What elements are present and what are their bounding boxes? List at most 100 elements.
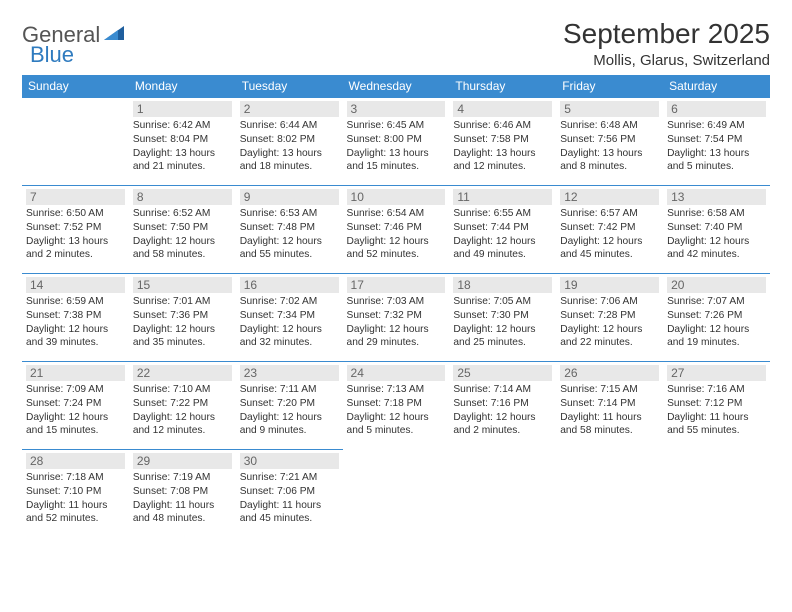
day-cell: 5Sunrise: 6:48 AMSunset: 7:56 PMDaylight… xyxy=(556,98,663,186)
day-info: Sunrise: 7:15 AMSunset: 7:14 PMDaylight:… xyxy=(560,383,659,438)
day-cell: 9Sunrise: 6:53 AMSunset: 7:48 PMDaylight… xyxy=(236,186,343,274)
day-number: 28 xyxy=(26,453,125,469)
day-cell: 20Sunrise: 7:07 AMSunset: 7:26 PMDayligh… xyxy=(663,274,770,362)
brand-part2: Blue xyxy=(30,42,74,67)
day-number: 23 xyxy=(240,365,339,381)
week-row: 28 Sunrise: 7:18 AMSunset: 7:10 PMDayligh… xyxy=(22,450,770,538)
day-number: 4 xyxy=(453,101,552,117)
day-cell xyxy=(663,450,770,538)
day-cell: 24 Sunrise: 7:13 AMSunset: 7:18 PMDayligh… xyxy=(343,362,450,450)
day-info: Sunrise: 6:42 AMSunset: 8:04 PMDaylight:… xyxy=(133,119,232,174)
day-info: Sunrise: 7:03 AMSunset: 7:32 PMDaylight:… xyxy=(347,295,446,350)
day-cell: 23 Sunrise: 7:11 AMSunset: 7:20 PMDayligh… xyxy=(236,362,343,450)
day-number: 3 xyxy=(347,101,446,117)
day-number: 2 xyxy=(240,101,339,117)
day-header: Sunday xyxy=(22,75,129,98)
day-cell xyxy=(22,98,129,186)
triangle-icon xyxy=(104,24,126,47)
day-number: 22 xyxy=(133,365,232,381)
day-header: Monday xyxy=(129,75,236,98)
day-cell: 1 Sunrise: 6:42 AMSunset: 8:04 PMDaylight… xyxy=(129,98,236,186)
day-cell: 17 Sunrise: 7:03 AMSunset: 7:32 PMDayligh… xyxy=(343,274,450,362)
calendar-table: SundayMondayTuesdayWednesdayThursdayFrid… xyxy=(22,75,770,538)
day-cell: 26 Sunrise: 7:15 AMSunset: 7:14 PMDayligh… xyxy=(556,362,663,450)
month-title: September 2025 xyxy=(563,18,770,50)
day-info: Sunrise: 6:59 AMSunset: 7:38 PMDaylight:… xyxy=(26,295,125,350)
day-info: Sunrise: 6:45 AMSunset: 8:00 PMDaylight:… xyxy=(347,119,446,174)
day-cell: 30 Sunrise: 7:21 AMSunset: 7:06 PMDayligh… xyxy=(236,450,343,538)
day-info: Sunrise: 7:11 AMSunset: 7:20 PMDaylight:… xyxy=(240,383,339,438)
day-cell: 16 Sunrise: 7:02 AMSunset: 7:34 PMDayligh… xyxy=(236,274,343,362)
day-info: Sunrise: 6:46 AMSunset: 7:58 PMDaylight:… xyxy=(453,119,552,174)
day-number: 15 xyxy=(133,277,232,293)
day-info: Sunrise: 7:16 AMSunset: 7:12 PMDaylight:… xyxy=(667,383,766,438)
day-info: Sunrise: 7:06 AMSunset: 7:28 PMDaylight:… xyxy=(560,295,659,350)
day-number: 12 xyxy=(560,189,659,205)
day-number: 6 xyxy=(667,101,766,117)
day-number: 29 xyxy=(133,453,232,469)
day-number: 5 xyxy=(560,101,659,117)
day-info: Sunrise: 7:10 AMSunset: 7:22 PMDaylight:… xyxy=(133,383,232,438)
day-cell: 10Sunrise: 6:54 AMSunset: 7:46 PMDayligh… xyxy=(343,186,450,274)
day-info: Sunrise: 7:18 AMSunset: 7:10 PMDaylight:… xyxy=(26,471,125,526)
day-cell: 25Sunrise: 7:14 AMSunset: 7:16 PMDayligh… xyxy=(449,362,556,450)
week-row: 7Sunrise: 6:50 AMSunset: 7:52 PMDaylight… xyxy=(22,186,770,274)
day-number: 21 xyxy=(26,365,125,381)
day-cell: 14Sunrise: 6:59 AMSunset: 7:38 PMDayligh… xyxy=(22,274,129,362)
day-cell: 11 Sunrise: 6:55 AMSunset: 7:44 PMDayligh… xyxy=(449,186,556,274)
day-info: Sunrise: 7:21 AMSunset: 7:06 PMDaylight:… xyxy=(240,471,339,526)
day-info: Sunrise: 7:07 AMSunset: 7:26 PMDaylight:… xyxy=(667,295,766,350)
day-cell: 19 Sunrise: 7:06 AMSunset: 7:28 PMDayligh… xyxy=(556,274,663,362)
day-info: Sunrise: 7:19 AMSunset: 7:08 PMDaylight:… xyxy=(133,471,232,526)
day-cell: 12 Sunrise: 6:57 AMSunset: 7:42 PMDayligh… xyxy=(556,186,663,274)
day-header: Wednesday xyxy=(343,75,450,98)
day-number: 18 xyxy=(453,277,552,293)
day-cell: 4 Sunrise: 6:46 AMSunset: 7:58 PMDaylight… xyxy=(449,98,556,186)
location: Mollis, Glarus, Switzerland xyxy=(563,52,770,69)
day-number: 7 xyxy=(26,189,125,205)
day-cell: 7Sunrise: 6:50 AMSunset: 7:52 PMDaylight… xyxy=(22,186,129,274)
day-info: Sunrise: 6:53 AMSunset: 7:48 PMDaylight:… xyxy=(240,207,339,262)
title-block: September 2025 Mollis, Glarus, Switzerla… xyxy=(563,18,770,69)
week-row: 14Sunrise: 6:59 AMSunset: 7:38 PMDayligh… xyxy=(22,274,770,362)
day-cell xyxy=(449,450,556,538)
brand-part2-wrap: Blue xyxy=(30,42,74,68)
day-number: 13 xyxy=(667,189,766,205)
day-info: Sunrise: 7:02 AMSunset: 7:34 PMDaylight:… xyxy=(240,295,339,350)
day-number: 10 xyxy=(347,189,446,205)
day-cell: 18 Sunrise: 7:05 AMSunset: 7:30 PMDayligh… xyxy=(449,274,556,362)
day-number: 27 xyxy=(667,365,766,381)
day-cell: 22 Sunrise: 7:10 AMSunset: 7:22 PMDayligh… xyxy=(129,362,236,450)
day-info: Sunrise: 6:57 AMSunset: 7:42 PMDaylight:… xyxy=(560,207,659,262)
week-row: 1 Sunrise: 6:42 AMSunset: 8:04 PMDaylight… xyxy=(22,98,770,186)
day-info: Sunrise: 7:01 AMSunset: 7:36 PMDaylight:… xyxy=(133,295,232,350)
day-info: Sunrise: 6:55 AMSunset: 7:44 PMDaylight:… xyxy=(453,207,552,262)
day-number: 11 xyxy=(453,189,552,205)
day-info: Sunrise: 7:05 AMSunset: 7:30 PMDaylight:… xyxy=(453,295,552,350)
day-cell: 8 Sunrise: 6:52 AMSunset: 7:50 PMDaylight… xyxy=(129,186,236,274)
calendar-body: 1 Sunrise: 6:42 AMSunset: 8:04 PMDaylight… xyxy=(22,98,770,538)
day-cell xyxy=(343,450,450,538)
day-info: Sunrise: 6:58 AMSunset: 7:40 PMDaylight:… xyxy=(667,207,766,262)
day-cell: 2Sunrise: 6:44 AMSunset: 8:02 PMDaylight… xyxy=(236,98,343,186)
day-header-row: SundayMondayTuesdayWednesdayThursdayFrid… xyxy=(22,75,770,98)
day-number: 26 xyxy=(560,365,659,381)
day-header: Tuesday xyxy=(236,75,343,98)
day-header: Thursday xyxy=(449,75,556,98)
day-number: 1 xyxy=(133,101,232,117)
day-number: 17 xyxy=(347,277,446,293)
day-number: 30 xyxy=(240,453,339,469)
day-info: Sunrise: 6:52 AMSunset: 7:50 PMDaylight:… xyxy=(133,207,232,262)
day-cell: 13 Sunrise: 6:58 AMSunset: 7:40 PMDayligh… xyxy=(663,186,770,274)
week-row: 21Sunrise: 7:09 AMSunset: 7:24 PMDayligh… xyxy=(22,362,770,450)
day-number: 19 xyxy=(560,277,659,293)
day-number: 8 xyxy=(133,189,232,205)
day-number: 16 xyxy=(240,277,339,293)
day-header: Saturday xyxy=(663,75,770,98)
day-info: Sunrise: 6:49 AMSunset: 7:54 PMDaylight:… xyxy=(667,119,766,174)
day-info: Sunrise: 7:13 AMSunset: 7:18 PMDaylight:… xyxy=(347,383,446,438)
header: General September 2025 Mollis, Glarus, S… xyxy=(22,18,770,69)
day-cell: 28 Sunrise: 7:18 AMSunset: 7:10 PMDayligh… xyxy=(22,450,129,538)
day-cell: 29 Sunrise: 7:19 AMSunset: 7:08 PMDayligh… xyxy=(129,450,236,538)
day-number: 24 xyxy=(347,365,446,381)
